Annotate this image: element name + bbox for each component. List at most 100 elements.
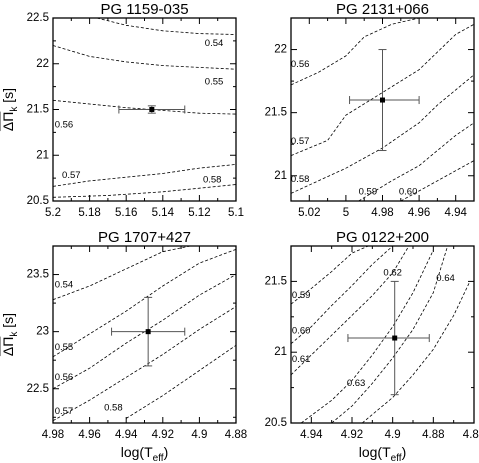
contour-line	[331, 246, 448, 423]
contour-line	[358, 122, 474, 201]
x-tick-label: 4.92	[341, 429, 363, 441]
x-tick-label: 4.98	[371, 207, 393, 219]
panel-3: 0.54 0.55 0.56 0.57 0.58 4.98 4.96 4.94 4.92 4.9 4…	[0, 229, 247, 463]
panel-2: 0.56 0.57 0.58 0.59 0.60 5.02 5 4.98 4.96 4.94 21 2…	[265, 1, 475, 219]
x-tick-label: 5.2	[45, 207, 61, 219]
y-tick-label: 23.5	[27, 269, 49, 281]
contour-line	[53, 306, 236, 422]
contour-label: 0.55	[55, 342, 74, 353]
contour-line	[96, 18, 236, 35]
contour-line	[291, 18, 474, 86]
x-tick-label: 4.96	[78, 429, 100, 441]
x-tick-label: 4.88	[422, 429, 444, 441]
contour-line	[53, 246, 191, 301]
y-axis-label-main: ΔΠ	[0, 337, 16, 356]
contour-line	[53, 184, 236, 198]
y-tick-label: 22.5	[27, 12, 49, 24]
x-tick-label: 4.96	[408, 207, 430, 219]
x-tick-label: 4.86	[463, 429, 479, 441]
x-axis-label-tail: )	[164, 444, 169, 460]
y-tick-label: 21.5	[265, 275, 287, 287]
x-tick-label: 5.02	[298, 207, 320, 219]
contour-label: 0.64	[436, 273, 455, 284]
y-tick-label: 23	[36, 326, 49, 338]
data-point	[380, 97, 385, 103]
contour-label: 0.60	[292, 325, 311, 336]
x-tick-label: 4.94	[300, 429, 323, 441]
contour-line	[53, 164, 236, 187]
y-axis-label: ΔΠk [s]	[0, 313, 20, 356]
y-axis-label: ΔΠk [s]	[0, 88, 20, 131]
x-tick-label: 5.14	[152, 207, 175, 219]
y-tick-label: 21	[274, 170, 287, 182]
contour-label: 0.61	[292, 354, 311, 365]
x-axis-label-tail: )	[402, 444, 407, 460]
contour-line	[291, 246, 369, 305]
data-point	[145, 329, 151, 335]
x-tick-label: 5.12	[188, 207, 210, 219]
contour-label: 0.58	[203, 174, 222, 185]
contour-label: 0.55	[205, 77, 224, 88]
contour-label: 0.57	[291, 136, 310, 147]
x-axis-label-main: log(T	[121, 444, 153, 460]
panel-title: PG 1159-035	[100, 1, 188, 18]
x-axis-label-sub: eff	[391, 453, 402, 463]
contour-line	[53, 249, 236, 358]
contour-label: 0.60	[399, 187, 418, 198]
y-axis-label-unit: [s]	[0, 88, 16, 107]
y-tick-label: 22	[274, 44, 287, 56]
contour-label: 0.59	[292, 290, 311, 301]
y-tick-label: 21.5	[265, 107, 287, 119]
contour-label: 0.59	[359, 187, 378, 198]
contour-line	[361, 281, 471, 423]
y-axis-label-sub: k	[9, 331, 20, 337]
data-point	[149, 107, 155, 112]
contour-label: 0.56	[55, 120, 74, 131]
contour-label: 0.58	[104, 403, 123, 414]
contour-label: 0.57	[55, 406, 74, 417]
y-tick-label: 20.5	[265, 417, 287, 429]
panel-4: 0.59 0.60 0.61 0.62 0.63 0.64 4.94 4.92 4.9 4.88 4…	[265, 229, 479, 463]
contour-group	[291, 246, 471, 423]
contour-line	[53, 99, 236, 115]
x-axis-label-sub: eff	[153, 453, 164, 463]
contour-line	[125, 344, 236, 419]
contour-line	[53, 45, 236, 70]
panel-title: PG 0122+200	[336, 229, 429, 246]
x-tick-label: 4.92	[152, 429, 174, 441]
x-tick-label: 5.1	[228, 207, 244, 219]
y-tick-label: 21.5	[27, 104, 49, 116]
plot-frame	[290, 245, 475, 424]
x-axis-label-main: log(T	[359, 444, 391, 460]
contour-label: 0.62	[383, 267, 402, 278]
x-tick-label: 4.88	[225, 429, 247, 441]
panel-title: PG 2131+066	[336, 1, 429, 18]
contour-label: 0.58	[291, 174, 310, 185]
contour-label: 0.56	[55, 372, 74, 383]
y-tick-label: 21	[274, 346, 287, 358]
x-tick-label: 5	[343, 207, 349, 219]
contour-label: 0.54	[55, 279, 74, 290]
panel-1: 0.54 0.55 0.56 0.57 0.58 5.2 5.18 5.16 5.14 5.12 5…	[0, 1, 244, 219]
contour-line	[291, 23, 474, 156]
x-axis-label: log(Teff)	[359, 444, 407, 463]
panel-title: PG 1707+427	[98, 229, 191, 246]
contour-label: 0.56	[291, 59, 310, 70]
x-tick-label: 5.16	[115, 207, 137, 219]
contour-group	[291, 18, 474, 201]
contour-label: 0.54	[205, 38, 224, 49]
contour-line	[300, 250, 434, 423]
x-axis-label: log(Teff)	[121, 444, 169, 463]
x-tick-label: 4.94	[115, 429, 138, 441]
contour-group	[53, 246, 236, 422]
x-tick-label: 4.9	[191, 429, 207, 441]
contour-line	[291, 246, 393, 345]
x-tick-label: 4.94	[445, 207, 468, 219]
contour-line	[400, 160, 474, 201]
data-point	[392, 335, 398, 341]
x-tick-label: 4.98	[42, 429, 64, 441]
y-axis-label-sub: k	[9, 106, 20, 112]
x-tick-label: 5.18	[78, 207, 100, 219]
y-tick-label: 22.5	[27, 383, 49, 395]
